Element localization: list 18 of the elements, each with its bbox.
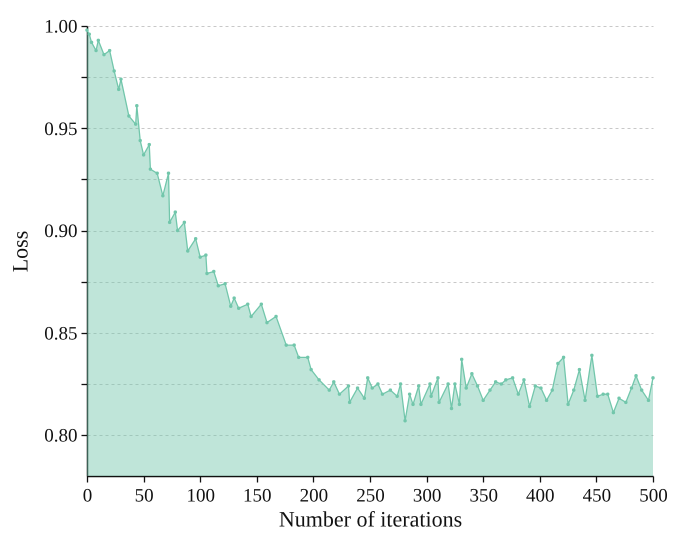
x-tick-label: 200 <box>300 486 328 506</box>
x-tick-label: 500 <box>639 486 668 506</box>
x-axis-title: Number of iterations <box>278 506 462 532</box>
x-tick-label: 0 <box>82 486 92 506</box>
x-tick-label: 250 <box>356 486 385 506</box>
y-tick-label: 0.95 <box>44 118 78 140</box>
y-tick-label: 0.80 <box>44 426 78 447</box>
x-tick-label: 100 <box>186 486 215 506</box>
x-tick-label: 300 <box>412 486 442 506</box>
x-tick-label: 50 <box>134 486 154 506</box>
y-tick-label: 0.85 <box>44 323 78 344</box>
x-tick-label: 450 <box>582 486 612 506</box>
x-tick-label: 400 <box>526 486 555 506</box>
y-axis-title: Loss <box>7 230 32 272</box>
y-tick-label: 0.90 <box>44 221 78 242</box>
x-tick-label: 350 <box>469 486 498 506</box>
x-tick-label: 150 <box>243 486 272 506</box>
y-tick-label: 1.00 <box>44 16 78 38</box>
